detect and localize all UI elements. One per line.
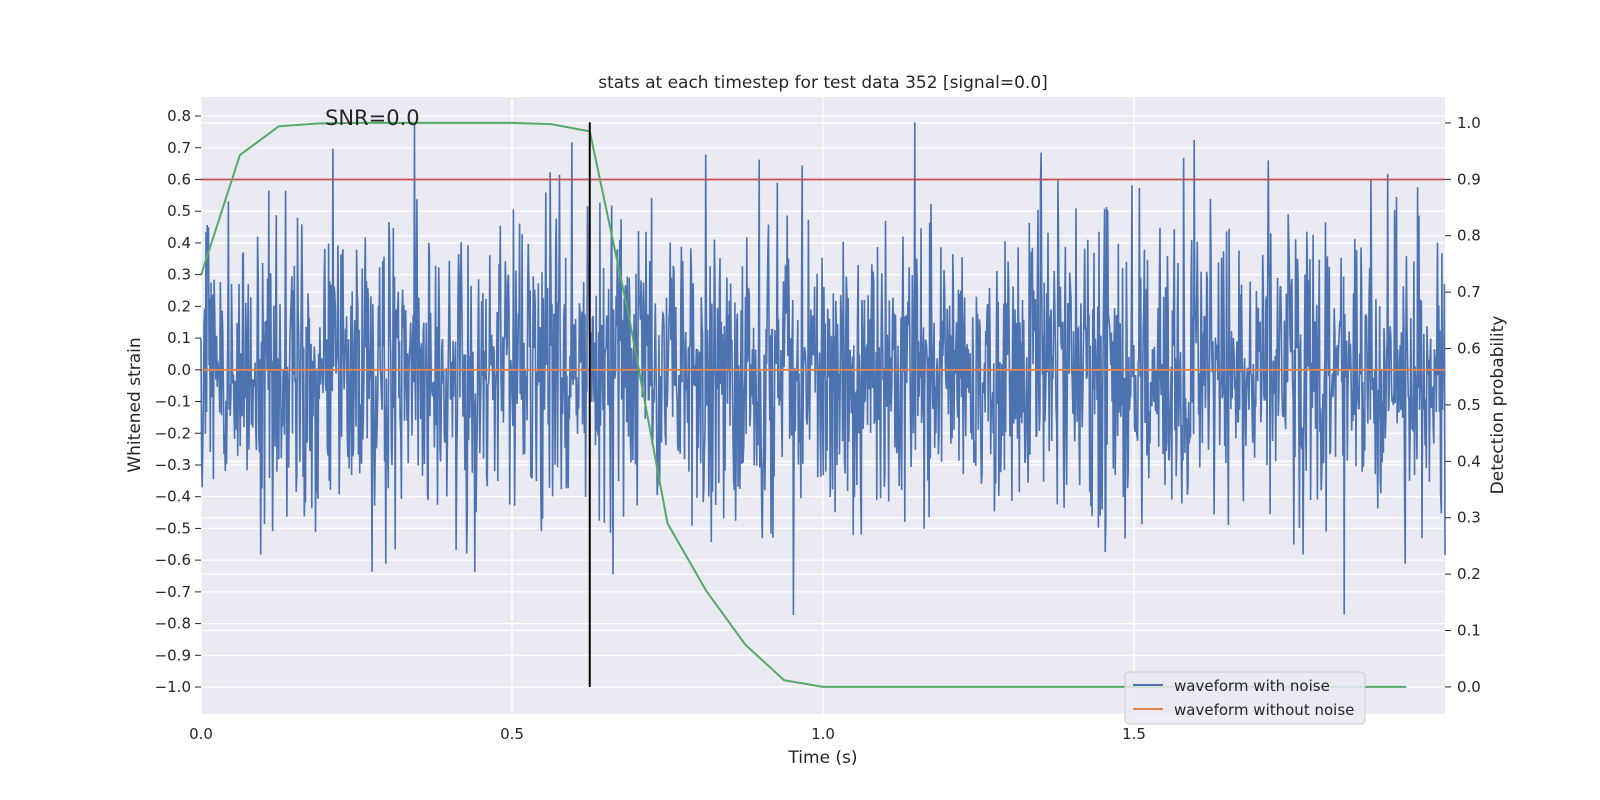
right-axis: 1.0 0.9 0.8 0.7 0.6 0.5 0.4 0.3 0.2 0.1 0.0: [1445, 114, 1481, 696]
chart-title: stats at each timestep for test data 352…: [598, 73, 1048, 93]
right-tick-label: 0.5: [1457, 396, 1481, 414]
left-tick-label: 0.8: [167, 107, 191, 125]
x-tick-label: 1.5: [1122, 725, 1146, 743]
right-tick-label: 0.8: [1457, 227, 1481, 245]
legend-label-clean: waveform without noise: [1174, 701, 1354, 719]
bottom-axis: 0.0 0.5 1.0 1.5: [189, 725, 1146, 743]
left-tick-label: −0.1: [155, 393, 191, 411]
left-tick-label: 0.1: [167, 329, 191, 347]
left-tick-label: 0.2: [167, 297, 191, 315]
left-tick-label: −0.6: [155, 551, 191, 569]
right-tick-label: 1.0: [1457, 114, 1481, 132]
left-tick-label: −0.2: [155, 424, 191, 442]
y-axis-label-left: Whitened strain: [125, 337, 145, 472]
series-detection-probability: [200, 121, 1407, 688]
series-layer: [200, 121, 1446, 688]
left-tick-label: −0.9: [155, 646, 191, 664]
left-tick-label: 0.0: [167, 361, 191, 379]
series-waveform-with-noise: [200, 122, 1446, 616]
right-tick-label: 0.1: [1457, 622, 1481, 640]
right-tick-label: 0.6: [1457, 340, 1481, 358]
left-tick-label: −1.0: [155, 678, 191, 696]
left-tick-label: 0.3: [167, 266, 191, 284]
x-tick-label: 0.0: [189, 725, 213, 743]
x-axis-label: Time (s): [787, 748, 857, 768]
y-axis-label-right: Detection probability: [1488, 316, 1508, 495]
right-tick-label: 0.2: [1457, 565, 1481, 583]
legend-box: [1124, 671, 1366, 725]
left-tick-label: 0.5: [167, 202, 191, 220]
snr-annotation: SNR=0.0: [325, 106, 420, 130]
left-tick-label: −0.7: [155, 583, 191, 601]
left-tick-label: −0.5: [155, 519, 191, 537]
left-tick-label: 0.6: [167, 170, 191, 188]
legend: waveform with noise waveform without noi…: [1124, 671, 1366, 725]
x-tick-label: 0.5: [500, 725, 524, 743]
x-tick-label: 1.0: [811, 725, 835, 743]
left-tick-label: −0.3: [155, 456, 191, 474]
left-tick-label: −0.4: [155, 488, 191, 506]
right-tick-label: 0.0: [1457, 678, 1481, 696]
right-tick-label: 0.7: [1457, 283, 1481, 301]
right-tick-label: 0.9: [1457, 170, 1481, 188]
left-tick-label: 0.7: [167, 139, 191, 157]
legend-label-noise: waveform with noise: [1174, 677, 1330, 695]
left-tick-label: 0.4: [167, 234, 191, 252]
left-tick-label: −0.8: [155, 615, 191, 633]
right-tick-label: 0.4: [1457, 452, 1481, 470]
left-axis: 0.8 0.7 0.6 0.5 0.4 0.3 0.2 0.1 0.0 −0.1 −0.2 −0.3 −…: [155, 107, 201, 696]
right-tick-label: 0.3: [1457, 509, 1481, 527]
